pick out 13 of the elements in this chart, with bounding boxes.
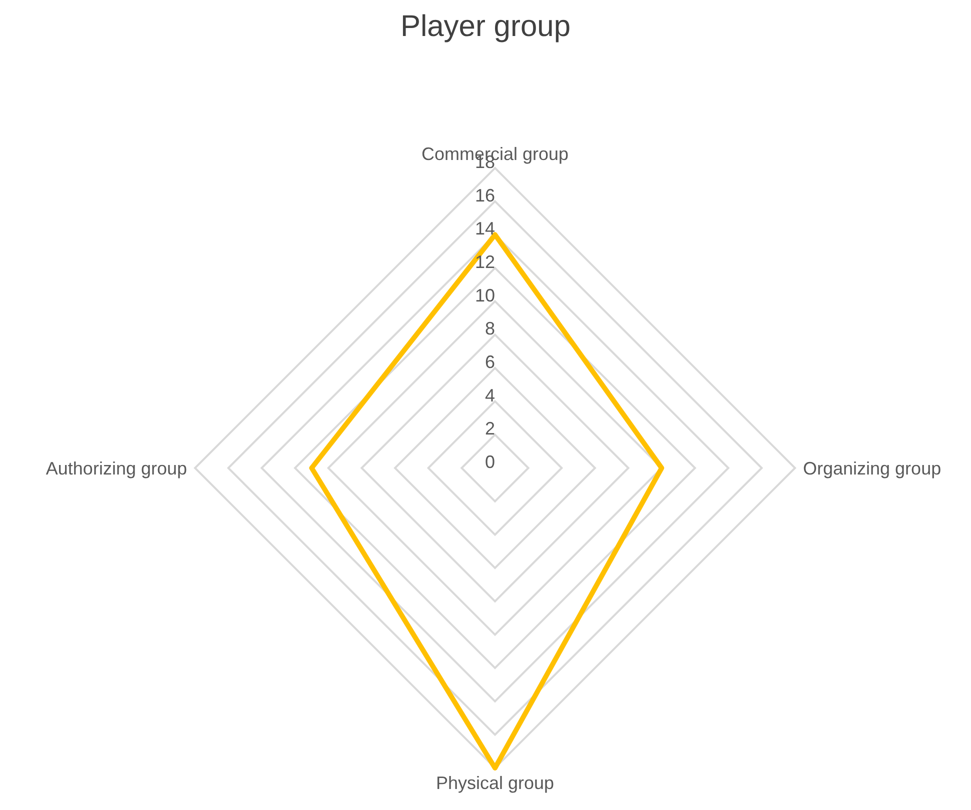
- spoke-label: Physical group: [436, 772, 554, 793]
- y-tick-label: 14: [474, 218, 495, 239]
- y-tick-label: 12: [474, 252, 495, 272]
- y-tick-label: 8: [484, 318, 495, 339]
- y-tick-label: 2: [484, 418, 495, 439]
- y-tick-label: 4: [484, 385, 495, 406]
- chart-title: Player group: [399, 10, 572, 44]
- y-tick-label: 0: [484, 452, 495, 472]
- spoke-label: Organizing group: [803, 458, 942, 478]
- y-tick-label: 16: [474, 185, 495, 206]
- y-tick-label: 6: [484, 352, 495, 372]
- spoke-label: Authorizing group: [46, 458, 187, 478]
- y-tick-label: 10: [474, 285, 495, 306]
